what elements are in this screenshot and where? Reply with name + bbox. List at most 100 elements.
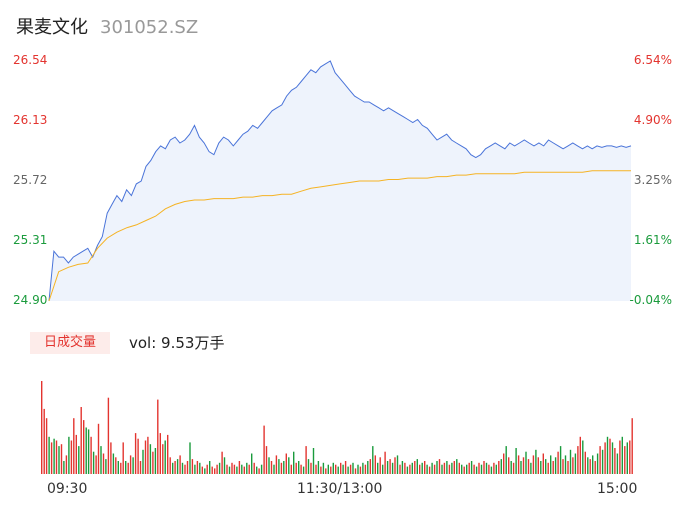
price-area-fill	[49, 61, 631, 301]
volume-bar	[587, 457, 589, 474]
volume-bar	[288, 457, 290, 474]
y-tick-label-left: 26.54	[13, 53, 48, 67]
y-tick-label-left: 26.13	[13, 113, 48, 127]
volume-bar	[550, 455, 552, 474]
volume-bar	[298, 461, 300, 474]
volume-bar	[377, 462, 379, 474]
volume-bar	[48, 436, 50, 474]
volume-bar	[584, 451, 586, 474]
volume-bar	[508, 457, 510, 474]
volume-bar	[399, 464, 401, 474]
volume-bar	[45, 418, 48, 474]
volume-bar	[110, 442, 112, 474]
volume-bar	[557, 451, 559, 474]
volume-bar	[451, 462, 453, 474]
volume-bar	[283, 461, 285, 474]
volume-bar	[68, 436, 70, 474]
volume-bar	[137, 438, 139, 474]
volume-bar	[209, 461, 211, 474]
volume-bar	[386, 461, 389, 474]
volume-bar	[349, 464, 352, 474]
volume-bar	[332, 462, 334, 474]
volume-bar	[344, 461, 347, 474]
volume-bar	[58, 446, 60, 474]
volume-bar	[619, 440, 621, 474]
volume-bar	[305, 446, 307, 474]
volume-bar	[582, 440, 584, 474]
volume-bar	[172, 462, 174, 474]
volume-bar	[545, 459, 547, 474]
stock-name: 果麦文化	[16, 17, 88, 38]
volume-bar	[78, 446, 80, 474]
volume-bar	[456, 459, 458, 474]
volume-bar	[517, 455, 520, 474]
volume-bar	[218, 462, 221, 474]
volume-bar	[382, 464, 384, 474]
volume-bar	[468, 462, 470, 474]
volume-bar	[206, 464, 208, 474]
volume-label: vol: 9.53万手	[129, 334, 225, 352]
volume-bar	[537, 457, 539, 474]
volume-bar	[601, 449, 604, 474]
volume-bar	[179, 455, 181, 474]
volume-bar	[228, 466, 231, 474]
volume-bar	[577, 446, 579, 474]
volume-bar	[480, 464, 483, 474]
volume-bar	[532, 455, 535, 474]
stock-code: 301052.SZ	[100, 17, 199, 38]
volume-bar	[201, 466, 203, 474]
volume-badge[interactable]: 日成交量	[30, 332, 110, 354]
volume-bar	[426, 464, 428, 474]
volume-bar	[330, 466, 332, 474]
volume-bar	[525, 451, 527, 474]
volume-bar	[102, 453, 105, 474]
volume-bar	[270, 461, 273, 474]
y-tick-label-left: 25.31	[13, 233, 48, 247]
volume-bar	[463, 466, 465, 474]
volume-bar	[100, 446, 102, 474]
volume-bar	[574, 453, 577, 474]
volume-bar	[347, 466, 349, 474]
volume-bar	[498, 461, 500, 474]
volume-bar	[475, 466, 478, 474]
volume-bar	[337, 466, 339, 474]
volume-bar	[421, 462, 423, 474]
y-tick-label-left: 25.72	[13, 173, 48, 187]
volume-bar	[243, 466, 245, 474]
volume-bar	[189, 442, 191, 474]
volume-bar	[394, 457, 396, 474]
volume-bar	[357, 464, 359, 474]
volume-bar	[149, 444, 152, 474]
volume-bar	[527, 459, 530, 474]
volume-bar	[132, 457, 134, 474]
volume-bar	[273, 464, 275, 474]
volume-bar	[142, 449, 144, 474]
volume-bar	[317, 461, 320, 474]
y-tick-label-right: -0.04%	[629, 293, 672, 307]
x-tick-label: 15:00	[597, 481, 638, 497]
volume-bar	[147, 436, 149, 474]
volume-bar	[256, 466, 258, 474]
volume-bar	[629, 440, 631, 474]
volume-bar	[154, 448, 157, 474]
volume-bar	[268, 457, 270, 474]
volume-bar	[50, 442, 53, 474]
volume-bar	[211, 466, 213, 474]
volume-bar	[275, 455, 278, 474]
volume-bar	[431, 462, 433, 474]
volume-bar	[401, 461, 404, 474]
volume-bar	[515, 448, 517, 474]
volume-bar	[490, 466, 493, 474]
volume-bar	[416, 459, 418, 474]
volume-bar	[520, 461, 522, 474]
volume-bar	[97, 423, 100, 474]
volume-bar	[522, 457, 525, 474]
volume-bar	[315, 464, 317, 474]
volume-bar	[428, 466, 431, 474]
volume-bar	[554, 457, 557, 474]
volume-bar	[488, 464, 490, 474]
volume-bar	[231, 462, 233, 474]
volume-bar	[194, 464, 196, 474]
volume-bar	[359, 466, 362, 474]
volume-bar	[567, 461, 569, 474]
